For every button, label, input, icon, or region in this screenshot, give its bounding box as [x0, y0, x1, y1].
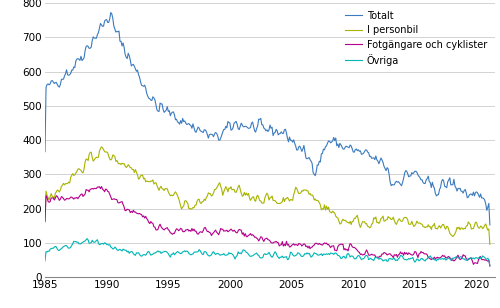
Totalt: [248, 121, 254, 125]
Övriga: [147, 251, 153, 255]
Line: Totalt: Totalt: [45, 13, 490, 225]
Fotgängare och cyklister: [310, 244, 316, 248]
Övriga: [487, 264, 493, 267]
Totalt: [42, 150, 48, 153]
I personbil: [318, 203, 324, 207]
I personbil: [310, 194, 316, 198]
I personbil: [79, 170, 85, 174]
I personbil: [98, 145, 104, 149]
Fotgängare och cyklister: [487, 264, 493, 268]
Fotgängare och cyklister: [42, 220, 48, 224]
Totalt: [487, 223, 493, 227]
Totalt: [234, 122, 240, 126]
Line: Fotgängare och cyklister: Fotgängare och cyklister: [45, 187, 490, 266]
Line: I personbil: I personbil: [45, 147, 490, 244]
Totalt: [310, 171, 316, 175]
I personbil: [248, 197, 254, 201]
Övriga: [318, 253, 324, 257]
Fotgängare och cyklister: [79, 192, 85, 196]
Totalt: [318, 160, 324, 164]
Övriga: [42, 259, 48, 263]
Line: Övriga: Övriga: [45, 239, 490, 265]
Övriga: [79, 241, 85, 245]
Legend: Totalt, I personbil, Fotgängare och cyklister, Övriga: Totalt, I personbil, Fotgängare och cykl…: [342, 8, 490, 69]
I personbil: [487, 242, 493, 246]
Fotgängare och cyklister: [98, 185, 104, 188]
Fotgängare och cyklister: [147, 222, 153, 225]
I personbil: [42, 219, 48, 223]
Fotgängare och cyklister: [248, 233, 254, 237]
Totalt: [147, 97, 153, 101]
Övriga: [84, 237, 90, 241]
Totalt: [79, 59, 85, 63]
Fotgängare och cyklister: [234, 231, 240, 235]
Övriga: [310, 253, 316, 257]
Övriga: [234, 254, 240, 257]
Fotgängare och cyklister: [318, 242, 324, 246]
Övriga: [248, 254, 254, 258]
I personbil: [234, 188, 240, 192]
I personbil: [147, 180, 153, 184]
Totalt: [108, 11, 114, 14]
